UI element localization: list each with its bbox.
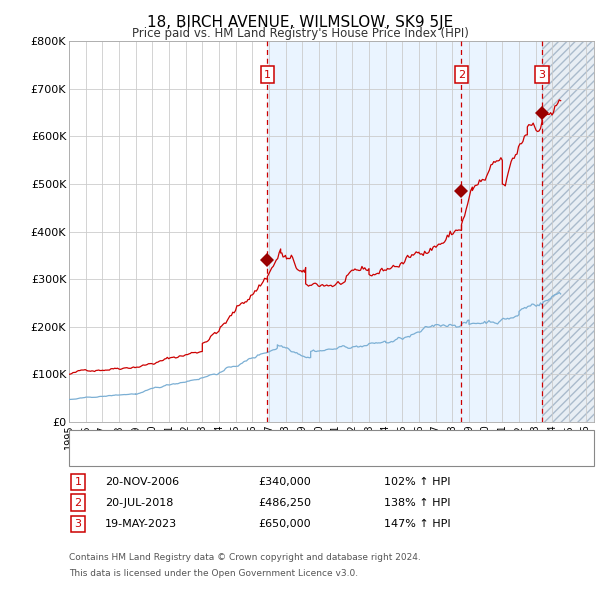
Text: 3: 3 — [74, 519, 82, 529]
Text: 19-MAY-2023: 19-MAY-2023 — [105, 519, 177, 529]
Text: 20-NOV-2006: 20-NOV-2006 — [105, 477, 179, 487]
Text: This data is licensed under the Open Government Licence v3.0.: This data is licensed under the Open Gov… — [69, 569, 358, 578]
Text: 2: 2 — [74, 498, 82, 507]
Bar — [542, 41, 594, 422]
Text: Price paid vs. HM Land Registry's House Price Index (HPI): Price paid vs. HM Land Registry's House … — [131, 27, 469, 40]
Text: £340,000: £340,000 — [258, 477, 311, 487]
Text: 18, BIRCH AVENUE, WILMSLOW, SK9 5JE: 18, BIRCH AVENUE, WILMSLOW, SK9 5JE — [147, 15, 453, 30]
Text: 138% ↑ HPI: 138% ↑ HPI — [384, 498, 451, 507]
Text: £486,250: £486,250 — [258, 498, 311, 507]
Text: HPI: Average price, semi-detached house, Cheshire East: HPI: Average price, semi-detached house,… — [117, 451, 410, 460]
Text: 3: 3 — [539, 70, 545, 80]
Text: £650,000: £650,000 — [258, 519, 311, 529]
Text: 1: 1 — [264, 70, 271, 80]
Text: 2: 2 — [458, 70, 465, 80]
Text: 20-JUL-2018: 20-JUL-2018 — [105, 498, 173, 507]
Bar — [268, 41, 542, 422]
Text: 18, BIRCH AVENUE, WILMSLOW, SK9 5JE (semi-detached house): 18, BIRCH AVENUE, WILMSLOW, SK9 5JE (sem… — [117, 434, 449, 443]
Text: 102% ↑ HPI: 102% ↑ HPI — [384, 477, 451, 487]
Text: Contains HM Land Registry data © Crown copyright and database right 2024.: Contains HM Land Registry data © Crown c… — [69, 553, 421, 562]
Text: 1: 1 — [74, 477, 82, 487]
Text: 147% ↑ HPI: 147% ↑ HPI — [384, 519, 451, 529]
Bar — [542, 41, 594, 422]
